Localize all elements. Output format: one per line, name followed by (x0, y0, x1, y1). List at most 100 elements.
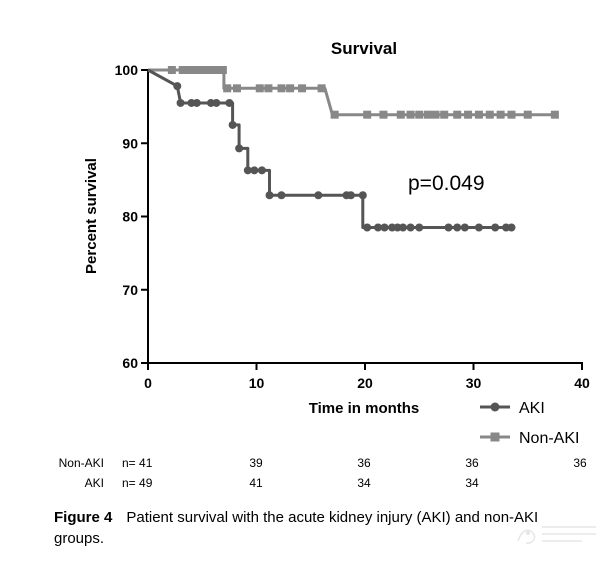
legend: AKI Non-AKI (480, 400, 579, 447)
y-tick-label: 70 (122, 282, 138, 298)
non-aki-marker (453, 110, 462, 119)
non-aki-marker (197, 66, 206, 74)
non-aki-marker (431, 110, 440, 119)
non-aki-marker (178, 66, 187, 74)
aki-marker (235, 144, 244, 153)
aki-marker (257, 166, 266, 175)
aki-marker (358, 191, 367, 200)
x-tick-label: 40 (574, 375, 590, 391)
aki-marker (491, 223, 500, 232)
aki-marker (346, 191, 355, 200)
figure-caption: Figure 4 Patient survival with the acute … (54, 507, 574, 549)
non-aki-marker (330, 110, 339, 119)
non-aki-marker (396, 110, 405, 119)
aki-marker (474, 223, 483, 232)
aki-marker (277, 191, 286, 200)
non-aki-marker (191, 66, 200, 74)
non-aki-marker (523, 110, 532, 119)
x-tick-label: 30 (466, 375, 482, 391)
aki-marker (460, 223, 469, 232)
aki-marker (314, 191, 323, 200)
risk-table-n-label: n= 41 (122, 456, 153, 470)
non-aki-marker (423, 110, 432, 119)
risk-table-n-label: n= 49 (122, 476, 153, 490)
figure-caption-text: Patient survival with the acute kidney i… (54, 509, 539, 547)
aki-series (147, 68, 516, 232)
risk-table-value: 34 (465, 476, 479, 490)
aki-marker (176, 98, 185, 107)
aki-marker (212, 98, 221, 107)
x-tick-label: 20 (357, 375, 373, 391)
aki-marker (173, 82, 182, 91)
legend-non-aki-label: Non-AKI (519, 430, 579, 447)
non-aki-marker (317, 84, 326, 93)
non-aki-marker (185, 66, 194, 74)
y-tick-label: 60 (122, 355, 138, 371)
y-tick-label: 100 (115, 62, 139, 78)
risk-table-group-label: Non-AKI (59, 456, 104, 470)
aki-marker (490, 402, 500, 412)
non-aki-marker (167, 66, 176, 74)
non-aki-marker (464, 110, 473, 119)
non-aki-marker (363, 110, 372, 119)
non-aki-survival-line (148, 68, 555, 117)
non-aki-marker (218, 66, 227, 74)
aki-marker (363, 223, 372, 232)
x-tick-label: 10 (249, 375, 265, 391)
aki-survival-line (147, 68, 512, 229)
y-axis-label: Percent survival (83, 158, 100, 274)
aki-marker (398, 223, 407, 232)
non-aki-series (148, 66, 559, 119)
non-aki-marker (440, 110, 449, 119)
non-aki-marker (507, 110, 516, 119)
risk-table-value: 36 (465, 456, 479, 470)
aki-marker (453, 223, 462, 232)
aki-marker (507, 223, 516, 232)
figure-label: Figure 4 (54, 509, 113, 526)
non-aki-marker (550, 110, 559, 119)
non-aki-marker (264, 84, 273, 93)
non-aki-marker (208, 66, 217, 74)
non-aki-marker (286, 84, 295, 93)
y-tick-label: 80 (122, 209, 138, 225)
aki-marker (380, 223, 389, 232)
non-aki-marker (202, 66, 211, 74)
non-aki-marker (277, 84, 286, 93)
legend-aki-label: AKI (519, 400, 545, 417)
non-aki-marker (298, 84, 307, 93)
watermark-logo (517, 526, 596, 544)
x-tick-label: 0 (144, 375, 152, 391)
aki-marker (228, 120, 237, 129)
y-tick-label: 90 (122, 135, 138, 151)
non-aki-marker (213, 66, 222, 74)
risk-table: Non-AKI n= 41 39 36 36 36 AKI n= 49 41 34 34 (59, 456, 587, 490)
non-aki-marker (415, 110, 424, 119)
non-aki-marker (223, 84, 232, 93)
non-aki-marker (474, 110, 483, 119)
risk-table-value: 36 (573, 456, 587, 470)
non-aki-marker (485, 110, 494, 119)
risk-table-value: 34 (357, 476, 371, 490)
risk-table-value: 41 (249, 476, 263, 490)
x-axis-label: Time in months (309, 400, 420, 417)
aki-marker (192, 98, 201, 107)
non-aki-marker (496, 110, 505, 119)
non-aki-marker (255, 84, 264, 93)
survival-chart: Survival Percent survival Time in months… (59, 39, 590, 490)
aki-marker (265, 191, 274, 200)
aki-marker (444, 223, 453, 232)
risk-table-group-label: AKI (85, 476, 104, 490)
risk-table-value: 39 (249, 456, 263, 470)
axes: 60 70 80 90 100 0 10 20 30 40 (115, 62, 590, 391)
aki-marker (225, 98, 234, 107)
non-aki-marker (406, 110, 415, 119)
risk-table-value: 36 (357, 456, 371, 470)
non-aki-marker (379, 110, 388, 119)
aki-marker (250, 166, 259, 175)
aki-marker (415, 223, 424, 232)
series-layer (147, 66, 559, 232)
chart-title: Survival (331, 39, 397, 58)
aki-marker (243, 166, 252, 175)
aki-marker (406, 223, 415, 232)
aki-marker (374, 223, 383, 232)
